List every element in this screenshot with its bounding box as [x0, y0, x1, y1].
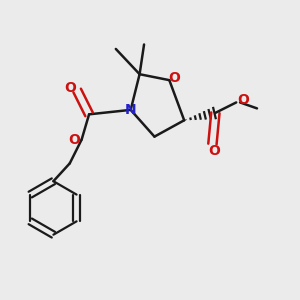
- Text: O: O: [68, 133, 80, 147]
- Text: O: O: [237, 93, 249, 107]
- Text: O: O: [65, 81, 76, 94]
- Text: N: N: [125, 103, 136, 117]
- Text: O: O: [169, 71, 181, 85]
- Text: O: O: [208, 144, 220, 158]
